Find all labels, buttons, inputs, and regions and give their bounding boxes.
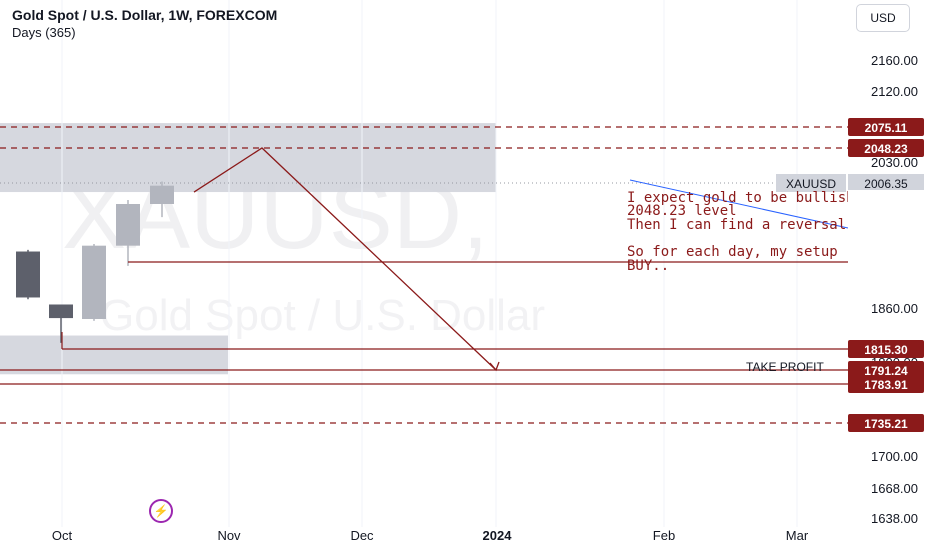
current-symbol-tag [776, 174, 846, 192]
price-level-label: 1735.21 [864, 417, 908, 431]
price-level-tag [848, 361, 924, 379]
price-level-tag [848, 340, 924, 358]
price-level-tag [848, 139, 924, 157]
price-level-tag [848, 414, 924, 432]
candle-body[interactable] [150, 185, 174, 204]
price-level-label: 2075.11 [865, 121, 908, 135]
price-level-label: 2048.23 [864, 142, 908, 156]
price-level-label: 1815.30 [864, 343, 908, 357]
annotation-mask [848, 190, 932, 275]
annotation-line: I expect gold to be bullish [627, 190, 855, 206]
y-tick-label: 1668.00 [871, 481, 918, 496]
x-tick-label: Feb [653, 528, 675, 543]
x-tick-label: Dec [350, 528, 374, 543]
projection-path[interactable] [193, 147, 497, 371]
y-tick-label: 2120.00 [871, 84, 918, 99]
annotation-line: 2048.23 level [627, 203, 737, 219]
candle-body[interactable] [16, 251, 40, 298]
x-tick-label: Mar [786, 528, 809, 543]
x-tick-label: Nov [217, 528, 241, 543]
candle-body[interactable] [49, 304, 73, 319]
zone-1 [0, 335, 228, 375]
current-symbol-label: XAUUSD [786, 177, 836, 191]
annotation-line: Then I can find a reversal [627, 217, 846, 233]
current-price-label: 2006.35 [864, 177, 908, 191]
price-level-label: 1783.91 [864, 378, 908, 392]
x-tick-label: 2024 [483, 528, 513, 543]
y-tick-label: 1700.00 [871, 449, 918, 464]
candle-body[interactable] [82, 245, 106, 320]
current-price-tag [848, 174, 924, 192]
lightning-icon[interactable]: ⚡ [149, 499, 173, 523]
chart-title: Gold Spot / U.S. Dollar, 1W, FOREXCOM [12, 7, 278, 23]
indicator-label[interactable]: Days (365) [12, 25, 76, 40]
annotation-line: So for each day, my setup [627, 244, 838, 260]
y-tick-label: 1860.00 [871, 301, 918, 316]
x-tick-label: Oct [52, 528, 73, 543]
projection-arrowhead [489, 361, 500, 372]
currency-button[interactable]: USD [856, 4, 910, 32]
take-profit-label: TAKE PROFIT [746, 360, 824, 374]
y-tick-label: 2030.00 [871, 155, 918, 170]
price-level-label: 1791.24 [864, 364, 908, 378]
watermark-name: Gold Spot / U.S. Dollar [100, 291, 545, 340]
price-level-tag [848, 118, 924, 136]
y-tick-label: 1638.00 [871, 511, 918, 526]
annotation-line: BUY.. [627, 258, 669, 274]
trend-line[interactable] [629, 179, 849, 229]
y-tick-label: 2160.00 [871, 53, 918, 68]
price-level-tag [848, 375, 924, 393]
candle-body[interactable] [116, 204, 140, 246]
